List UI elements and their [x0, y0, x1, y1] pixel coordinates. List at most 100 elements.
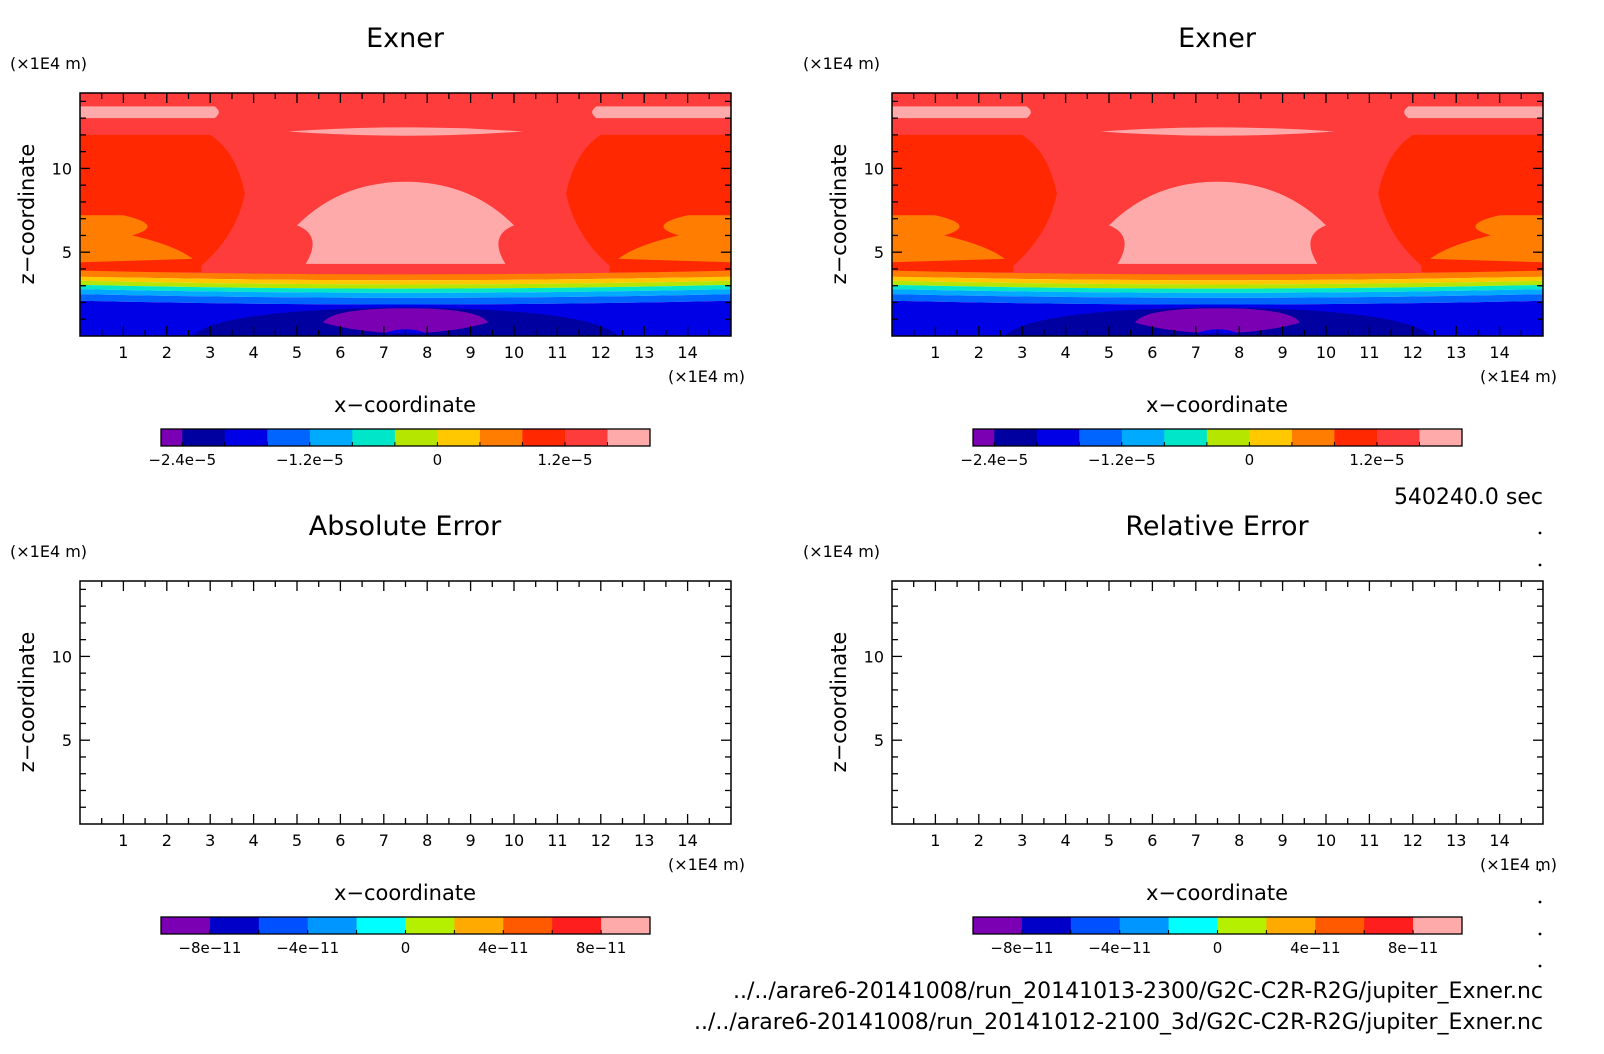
x-tick-label: 14: [677, 343, 697, 362]
ellipsis-dots: [1538, 531, 1542, 968]
x-tick-label: 13: [1446, 343, 1466, 362]
plot-frame: [891, 580, 1544, 825]
contour-band: [592, 106, 731, 119]
x-tick-label: 14: [1489, 343, 1509, 362]
contour-band: [80, 106, 219, 119]
x-tick-label: 9: [466, 831, 476, 850]
colorbar-swatch: [267, 429, 311, 446]
colorbar-swatch: [1413, 917, 1463, 934]
colorbar-label: −8e−11: [178, 939, 241, 957]
x-tick-label: 9: [466, 343, 476, 362]
x-tick-label: 3: [205, 343, 215, 362]
y-tick-label: 10: [864, 159, 884, 178]
x-tick-label: 11: [1359, 831, 1379, 850]
x-tick-label: 1: [118, 343, 128, 362]
panel-title: Exner: [1178, 23, 1257, 54]
colorbar-swatch: [1334, 429, 1378, 446]
colorbar-swatch: [182, 429, 226, 446]
contour-band: [80, 270, 731, 281]
contour-band: [892, 215, 1005, 263]
colorbar-swatch: [1079, 429, 1123, 446]
x-tick-label: 12: [1403, 831, 1423, 850]
x-tick-label: 6: [335, 831, 345, 850]
colorbar-swatch: [1021, 917, 1072, 934]
contour-band: [288, 127, 523, 136]
colorbar-swatch: [161, 917, 211, 934]
colorbar: −8e−11 −4e−11 0 4e−11 8e−11: [972, 916, 1463, 957]
time-label: 540240.0 sec: [1394, 485, 1543, 510]
x-tick-label: 7: [1191, 343, 1201, 362]
colorbar-swatch: [1164, 429, 1208, 446]
y-tick-label: 5: [874, 731, 884, 750]
x-tick-label: 13: [1446, 831, 1466, 850]
colorbar-swatch: [503, 917, 553, 934]
panel-title: Absolute Error: [309, 511, 502, 542]
colorbar-swatch: [356, 917, 406, 934]
colorbar-swatch: [1376, 429, 1420, 446]
x-tick-label: 6: [335, 343, 345, 362]
colorbar-swatch: [1419, 429, 1463, 446]
colorbar-swatch: [394, 429, 438, 446]
colorbar-frame: [160, 428, 651, 447]
contour-band: [1100, 127, 1335, 136]
contour-band: [1404, 106, 1543, 119]
y-unit-label: (×1E4 m): [803, 542, 880, 561]
colorbar-label: −4e−11: [276, 939, 339, 957]
x-tick-label: 4: [249, 343, 259, 362]
colorbar-swatch: [1364, 917, 1414, 934]
colorbar-swatch: [1121, 429, 1165, 446]
contour-band: [297, 181, 514, 264]
x-tick-label: 2: [974, 831, 984, 850]
x-tick-label: 7: [379, 831, 389, 850]
panel-title: Exner: [366, 23, 445, 54]
y-axis-label: z−coordinate: [15, 632, 39, 773]
y-tick-label: 10: [52, 159, 72, 178]
colorbar-swatch: [224, 429, 268, 446]
x-tick-label: 8: [422, 831, 432, 850]
y-tick-label: 5: [62, 731, 72, 750]
x-tick-label: 3: [1017, 831, 1027, 850]
x-tick-label: 10: [504, 343, 524, 362]
contour-band: [892, 280, 1543, 289]
x-unit-label: (×1E4 m): [668, 855, 745, 874]
colorbar-swatch: [405, 917, 455, 934]
y-axis-label: z−coordinate: [15, 144, 39, 285]
x-tick-label: 10: [1316, 831, 1336, 850]
x-tick-label: 7: [1191, 831, 1201, 850]
contour-band: [80, 289, 731, 298]
contour-band: [618, 215, 731, 263]
x-tick-label: 8: [1234, 831, 1244, 850]
colorbar-label: −2.4e−5: [148, 451, 216, 469]
x-tick-label: 9: [1278, 831, 1288, 850]
colorbar-swatch: [1168, 917, 1218, 934]
x-unit-label: (×1E4 m): [1480, 367, 1557, 386]
colorbar-label: −4e−11: [1088, 939, 1151, 957]
colorbar-swatch: [1119, 917, 1169, 934]
x-tick-label: 5: [292, 343, 302, 362]
colorbar: −8e−11 −4e−11 0 4e−11 8e−11: [160, 916, 651, 957]
colorbar-label: 0: [401, 939, 411, 957]
x-axis-label: x−coordinate: [1146, 881, 1288, 905]
panel-exner-right: Exner (×1E4 m) z−coordinate 1 2 3 4 5 6 7 8 9 10 1…: [803, 23, 1557, 469]
colorbar-swatch: [1036, 429, 1080, 446]
colorbar-swatch: [1070, 917, 1121, 934]
x-tick-label: 2: [162, 343, 172, 362]
x-tick-label: 12: [1403, 343, 1423, 362]
colorbar-swatch: [437, 429, 481, 446]
x-tick-label: 1: [118, 831, 128, 850]
y-unit-label: (×1E4 m): [10, 54, 87, 73]
colorbar-label: 1.2e−5: [1349, 451, 1404, 469]
colorbar-label: −1.2e−5: [1088, 451, 1156, 469]
colorbar-swatch: [522, 429, 566, 446]
y-axis-label: z−coordinate: [827, 144, 851, 285]
x-tick-label: 12: [591, 831, 611, 850]
contour-band: [80, 280, 731, 289]
x-tick-label: 8: [422, 343, 432, 362]
x-tick-label: 11: [547, 343, 567, 362]
x-tick-label: 12: [591, 343, 611, 362]
colorbar-label: 4e−11: [478, 939, 528, 957]
contour-band: [892, 270, 1543, 281]
x-tick-label: 10: [504, 831, 524, 850]
